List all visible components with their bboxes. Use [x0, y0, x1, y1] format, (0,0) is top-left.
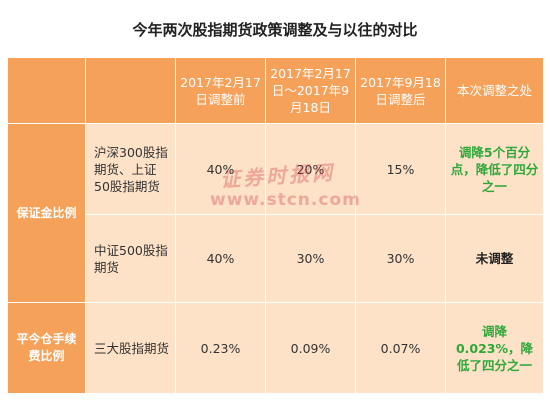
- header-change: 本次调整之处: [446, 58, 544, 124]
- row-value-between: 20%: [266, 124, 356, 215]
- table-title: 今年两次股指期货政策调整及与以往的对比: [132, 20, 418, 39]
- row-change: 未调整: [446, 215, 544, 303]
- row-value-after: 15%: [356, 124, 446, 215]
- header-before-adjustment: 2017年2月17日调整前: [176, 58, 266, 124]
- comparison-table: 2017年2月17日调整前 2017年2月17日～2017年9月18日 2017…: [8, 58, 544, 394]
- header-after-adjustment: 2017年9月18日调整后: [356, 58, 446, 124]
- row-value-after: 0.07%: [356, 303, 446, 394]
- row-name: 沪深300股指期货、上证50股指期货: [86, 124, 176, 215]
- row-value-between: 30%: [266, 215, 356, 303]
- row-value-after: 30%: [356, 215, 446, 303]
- header-between-adjustments: 2017年2月17日～2017年9月18日: [266, 58, 356, 124]
- row-value-before: 40%: [176, 124, 266, 215]
- header-cell-empty-2: [86, 58, 176, 124]
- row-value-before: 0.23%: [176, 303, 266, 394]
- row-change: 调降0.023%，降低了四分之一: [446, 303, 544, 394]
- row-change: 调降5个百分点，降低了四分之一: [446, 124, 544, 215]
- group-label-margin: 保证金比例: [8, 124, 86, 303]
- group-label-fee: 平今仓手续费比例: [8, 303, 86, 394]
- row-value-between: 0.09%: [266, 303, 356, 394]
- header-cell-empty-1: [8, 58, 86, 124]
- row-name: 中证500股指期货: [86, 215, 176, 303]
- row-value-before: 40%: [176, 215, 266, 303]
- row-name: 三大股指期货: [86, 303, 176, 394]
